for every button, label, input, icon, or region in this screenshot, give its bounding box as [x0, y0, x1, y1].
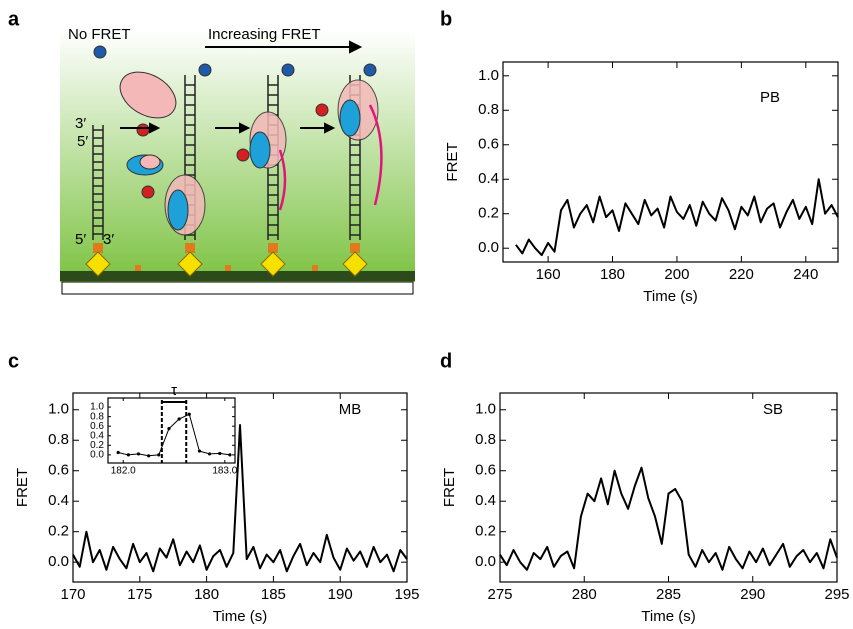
- trace: [499, 466, 838, 571]
- point: [167, 426, 171, 431]
- plot-frame: [502, 61, 839, 263]
- y-tick-label: 1.0: [475, 401, 496, 418]
- proteins: [93, 45, 383, 236]
- point: [126, 453, 130, 457]
- y-axis-label: FRET: [441, 468, 458, 507]
- y-tick-label: 0.2: [90, 440, 104, 451]
- chart: 0.0 0.2 0.4 0.6 0.8 1.0 275 280 285 290 295 SB Time …: [441, 392, 850, 625]
- y-tick-label: 0.8: [90, 411, 104, 422]
- x-tick-label: 240: [793, 266, 818, 283]
- strand-end: 3′: [103, 231, 114, 248]
- y-tick-label: 0.8: [48, 431, 69, 448]
- x-tick-label: 180: [600, 266, 625, 283]
- y-axis-label: FRET: [444, 142, 461, 181]
- x-tick-label: 290: [740, 586, 765, 603]
- y-tick-label: 0.8: [475, 431, 496, 448]
- x-tick-label: 275: [487, 586, 512, 603]
- point: [218, 451, 222, 456]
- point: [177, 417, 181, 421]
- y-tick-label: 0.8: [478, 101, 499, 118]
- x-tick-label: 220: [729, 266, 754, 283]
- annotation: MB: [339, 401, 362, 418]
- x-tick-label: 285: [656, 586, 681, 603]
- y-tick-label: 0.0: [478, 239, 499, 256]
- x-tick-label: 280: [572, 586, 597, 603]
- x-tick-label: 180: [194, 586, 219, 603]
- diagram: No FRET Increasing FRET 3′ 5′ 5′ 3′: [60, 26, 415, 295]
- y-tick-label: 0.6: [90, 421, 104, 432]
- point: [187, 412, 191, 416]
- interval-label: τ: [171, 382, 177, 399]
- x-tick-label: 190: [328, 586, 353, 603]
- point: [136, 452, 141, 456]
- point: [147, 454, 151, 458]
- y-tick-label: 0.2: [478, 205, 499, 222]
- y-tick-label: 0.4: [90, 430, 104, 441]
- point: [157, 453, 161, 457]
- panel-label: d: [440, 350, 452, 372]
- point: [228, 453, 232, 457]
- x-axis-label: Time (s): [641, 608, 695, 625]
- point: [197, 449, 202, 453]
- label: Increasing FRET: [208, 26, 321, 43]
- slide: [61, 281, 414, 295]
- y-tick-label: 0.6: [475, 462, 496, 479]
- y-tick-label: 0.0: [48, 553, 69, 570]
- y-tick-label: 0.2: [475, 523, 496, 540]
- trace: [72, 424, 408, 573]
- panel-label: a: [8, 8, 20, 30]
- y-tick-label: 0.4: [478, 170, 499, 187]
- panel-label: b: [440, 8, 452, 30]
- panel-label: c: [8, 350, 19, 372]
- x-tick-label: 185: [261, 586, 286, 603]
- strand-end: 3′: [75, 115, 86, 132]
- y-tick-label: 1.0: [90, 402, 104, 413]
- x-tick-label: 183.0: [212, 466, 237, 477]
- x-axis-label: Time (s): [213, 608, 267, 625]
- y-tick-label: 0.6: [48, 462, 69, 479]
- chart: 0.00.20.40.60.81.0 182.0 183.0 τ: [90, 382, 238, 477]
- y-tick-label: 0.2: [48, 523, 69, 540]
- x-tick-label: 182.0: [111, 466, 136, 477]
- chart: 0.0 0.2 0.4 0.6 0.8 1.0 160 180 200 220 240 PB Time …: [444, 61, 839, 305]
- y-axis-label: FRET: [14, 468, 31, 507]
- y-tick-label: 1.0: [478, 67, 499, 84]
- x-tick-label: 295: [824, 586, 849, 603]
- trace: [515, 178, 839, 257]
- y-tick-label: 0.0: [475, 553, 496, 570]
- arrows: [120, 40, 363, 134]
- surface: [60, 271, 415, 281]
- trace: [118, 413, 230, 457]
- strand-end: 5′: [77, 133, 88, 150]
- x-tick-label: 160: [536, 266, 561, 283]
- y-tick-label: 0.0: [90, 450, 104, 461]
- plot-frame: [499, 392, 838, 583]
- annotation: PB: [760, 89, 780, 106]
- plot-frame: [72, 392, 408, 583]
- y-tick-label: 1.0: [48, 401, 69, 418]
- x-tick-label: 195: [394, 586, 419, 603]
- point: [208, 452, 212, 456]
- x-tick-label: 170: [60, 586, 85, 603]
- label: No FRET: [68, 26, 131, 43]
- x-axis-label: Time (s): [643, 288, 697, 305]
- strand-end: 5′: [75, 231, 86, 248]
- x-tick-label: 175: [127, 586, 152, 603]
- inset-background: [108, 398, 235, 463]
- y-tick-label: 0.4: [475, 492, 496, 509]
- x-tick-label: 200: [664, 266, 689, 283]
- point: [116, 450, 120, 455]
- annotation: SB: [763, 401, 783, 418]
- plot-frame: [107, 397, 236, 464]
- y-tick-label: 0.6: [478, 136, 499, 153]
- y-tick-label: 0.4: [48, 492, 69, 509]
- anchors: [85, 243, 368, 277]
